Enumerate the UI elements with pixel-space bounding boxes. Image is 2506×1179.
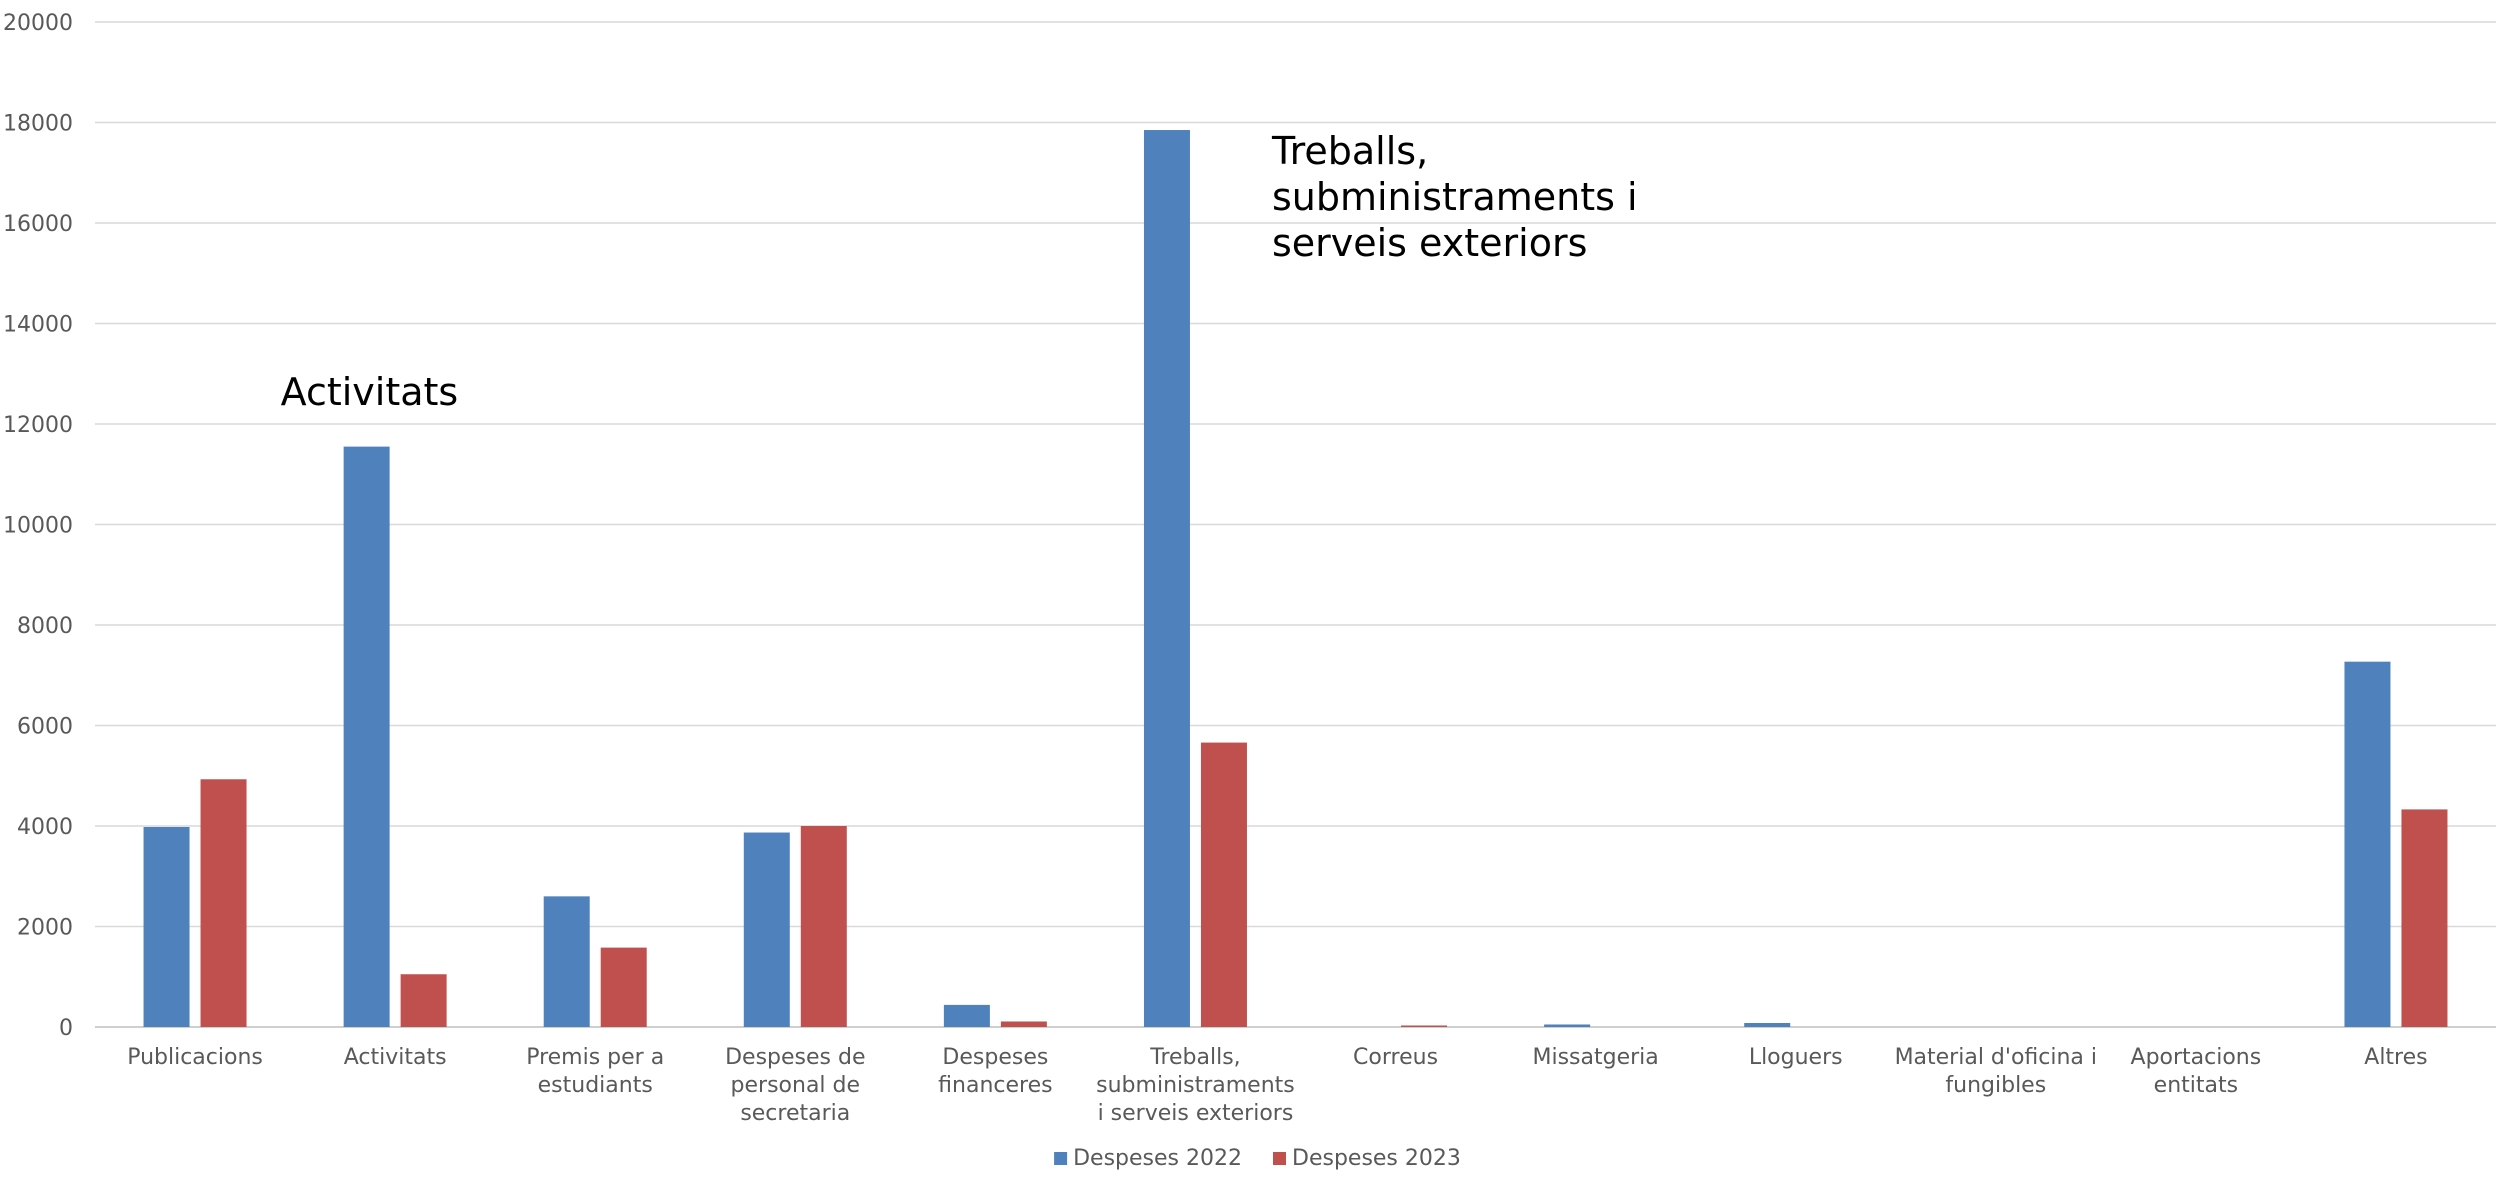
legend-swatch — [1273, 1152, 1286, 1165]
y-tick-label: 12000 — [3, 413, 73, 438]
x-category-label: Despeses financeres — [938, 1045, 1052, 1098]
bar-series2-cat1 — [400, 974, 447, 1027]
y-tick-label: 18000 — [3, 112, 73, 137]
x-category-label: Material d'oficina i fungibles — [1895, 1045, 2097, 1098]
annotations: Activitats Treballs, subministraments i ser… — [281, 129, 1638, 414]
y-axis-tick-labels: 0 2000 4000 6000 8000 10000 12000 14000 16000 180… — [3, 11, 73, 1041]
legend-label: Despeses 2022 — [1073, 1146, 1242, 1171]
bar-series2-cat4 — [1000, 1021, 1047, 1027]
y-tick-label: 10000 — [3, 514, 73, 539]
y-tick-label: 8000 — [17, 614, 73, 639]
gridlines — [95, 21, 2496, 1028]
x-category-label: Premis per a estudiants — [526, 1045, 664, 1098]
bar-series2-cat3 — [800, 826, 847, 1027]
bar-series2-cat2 — [600, 947, 647, 1027]
bar-series2-cat6 — [1401, 1025, 1448, 1027]
bar-series2-cat11 — [2401, 809, 2448, 1027]
x-category-label: Missatgeria — [1532, 1045, 1658, 1070]
x-category-label: Correus — [1353, 1045, 1438, 1070]
bar-series1-cat3 — [743, 832, 790, 1027]
annotation-label: Activitats — [281, 370, 459, 414]
x-category-label: Despeses de personal de secretaria — [725, 1045, 865, 1126]
y-tick-label: 20000 — [3, 11, 73, 36]
bar-series1-cat2 — [543, 896, 590, 1027]
y-tick-label: 14000 — [3, 313, 73, 338]
x-category-label: Altres — [2364, 1045, 2427, 1070]
legend: Despeses 2022 Despeses 2023 — [1054, 1146, 1461, 1171]
x-category-label: Treballs, subministraments i serveis exter… — [1096, 1045, 1295, 1126]
legend-label: Despeses 2023 — [1292, 1146, 1461, 1171]
bar-series1-cat1 — [343, 446, 390, 1027]
bar-series1-cat0 — [143, 827, 190, 1027]
bar-series1-cat8 — [1744, 1022, 1791, 1027]
bar-series1-cat4 — [943, 1004, 990, 1027]
y-tick-label: 2000 — [17, 916, 73, 941]
bar-series1-cat5 — [1143, 130, 1190, 1028]
x-category-label: Lloguers — [1749, 1045, 1843, 1070]
y-tick-label: 6000 — [17, 715, 73, 740]
y-tick-label: 4000 — [17, 815, 73, 840]
y-tick-label: 0 — [59, 1016, 73, 1041]
bar-series2-cat0 — [200, 779, 247, 1027]
bar-series2-cat5 — [1200, 742, 1247, 1027]
x-category-label: Activitats — [344, 1045, 447, 1070]
bar-series1-cat7 — [1544, 1024, 1591, 1027]
x-axis-category-labels: Publicacions Activitats Premis per a estudi… — [127, 1045, 2427, 1126]
x-category-label: Aportacions entitats — [2131, 1045, 2262, 1098]
annotation-label: Treballs, subministraments i serveis exter… — [1271, 129, 1638, 265]
bar-series1-cat11 — [2344, 661, 2391, 1027]
y-tick-label: 16000 — [3, 212, 73, 237]
x-category-label: Publicacions — [127, 1045, 263, 1070]
bars — [143, 130, 2448, 1028]
legend-swatch — [1054, 1152, 1068, 1165]
